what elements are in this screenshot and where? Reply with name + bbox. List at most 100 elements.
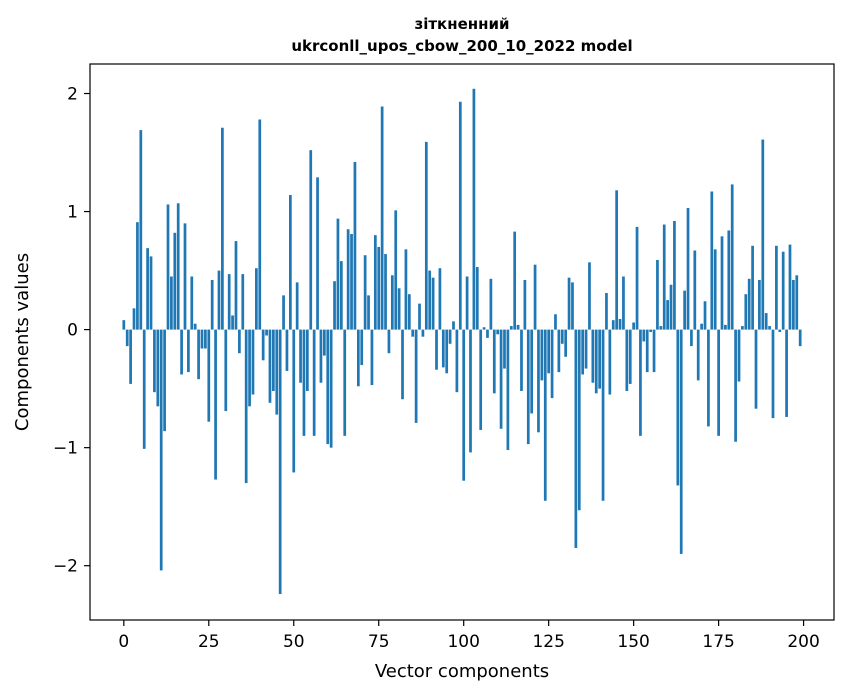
bar bbox=[414, 329, 418, 423]
bar bbox=[771, 329, 775, 419]
bar bbox=[496, 329, 500, 335]
bar bbox=[560, 329, 564, 344]
bar bbox=[401, 329, 404, 400]
bar bbox=[720, 236, 724, 330]
bar bbox=[696, 329, 700, 381]
bar bbox=[758, 280, 761, 330]
bar bbox=[506, 329, 510, 451]
bar bbox=[554, 314, 557, 330]
bar bbox=[516, 324, 520, 330]
bar bbox=[224, 329, 228, 412]
x-axis-ticks: 0 25 50 75 100 125 150 175 200 bbox=[118, 620, 820, 652]
bar bbox=[265, 329, 268, 336]
bar bbox=[628, 329, 632, 384]
bar bbox=[418, 303, 421, 330]
bar bbox=[571, 282, 574, 330]
bar bbox=[798, 329, 802, 347]
bar bbox=[781, 251, 785, 330]
bar bbox=[261, 329, 265, 361]
bar bbox=[346, 229, 350, 330]
bar bbox=[173, 232, 177, 330]
bar bbox=[550, 329, 554, 399]
bar bbox=[146, 248, 149, 330]
bar bbox=[356, 329, 360, 387]
bar bbox=[153, 329, 156, 393]
bar bbox=[601, 329, 605, 501]
bar bbox=[445, 329, 449, 374]
bar bbox=[465, 276, 469, 330]
bar bbox=[343, 329, 347, 436]
bar bbox=[455, 329, 459, 393]
bar bbox=[197, 329, 200, 380]
bar bbox=[234, 241, 238, 330]
bar bbox=[625, 329, 629, 391]
bar bbox=[717, 329, 720, 436]
bar bbox=[275, 329, 279, 415]
bar bbox=[428, 270, 432, 330]
bar bbox=[193, 323, 197, 330]
bar bbox=[312, 329, 316, 436]
bar bbox=[390, 275, 394, 330]
bar bbox=[125, 329, 129, 347]
bar bbox=[353, 161, 357, 330]
bar bbox=[744, 294, 748, 330]
bar bbox=[737, 329, 741, 382]
chart-subtitle: ukrconll_upos_cbow_200_10_2022 model bbox=[291, 37, 632, 55]
bar bbox=[452, 321, 455, 330]
bar bbox=[530, 329, 534, 414]
bar bbox=[363, 255, 367, 330]
bar bbox=[210, 280, 214, 330]
y-axis-label: Components values bbox=[12, 253, 33, 431]
bar bbox=[241, 274, 245, 330]
bar bbox=[295, 282, 299, 330]
bar bbox=[703, 301, 707, 330]
bar bbox=[747, 278, 751, 330]
bar bbox=[778, 329, 782, 332]
bar bbox=[683, 290, 686, 330]
bar bbox=[768, 326, 771, 330]
bar bbox=[322, 329, 326, 356]
bar bbox=[543, 329, 547, 501]
bar bbox=[268, 329, 272, 403]
plot-area-frame bbox=[89, 63, 835, 621]
bar bbox=[248, 329, 251, 407]
bar bbox=[448, 329, 452, 344]
bars-group bbox=[122, 88, 802, 595]
bar bbox=[207, 329, 211, 422]
bar bbox=[713, 249, 717, 330]
bar bbox=[231, 315, 234, 330]
bar bbox=[176, 203, 180, 330]
bar bbox=[142, 329, 146, 449]
bar bbox=[285, 329, 289, 371]
bar bbox=[775, 245, 778, 330]
bar bbox=[200, 329, 204, 349]
bar bbox=[540, 329, 544, 381]
bar bbox=[251, 329, 255, 395]
bar bbox=[282, 295, 285, 330]
bar bbox=[605, 293, 608, 330]
bar bbox=[649, 329, 652, 332]
bar bbox=[676, 329, 680, 486]
y-tick-label: 1 bbox=[67, 203, 78, 223]
bar bbox=[642, 329, 646, 342]
bar bbox=[492, 329, 496, 394]
bar bbox=[489, 278, 493, 330]
bar bbox=[788, 244, 792, 330]
bar bbox=[333, 281, 336, 330]
bar bbox=[187, 329, 190, 373]
bar bbox=[360, 329, 364, 366]
bar bbox=[564, 329, 568, 357]
bar bbox=[669, 284, 673, 330]
bar bbox=[302, 329, 306, 436]
bar bbox=[462, 329, 466, 481]
bar bbox=[499, 329, 503, 429]
bar bbox=[588, 262, 591, 330]
bar bbox=[584, 329, 588, 369]
bar bbox=[751, 245, 754, 330]
bar bbox=[533, 264, 537, 330]
bar bbox=[326, 329, 330, 445]
bar bbox=[227, 274, 231, 330]
bar bbox=[557, 329, 561, 373]
bar bbox=[258, 119, 262, 330]
